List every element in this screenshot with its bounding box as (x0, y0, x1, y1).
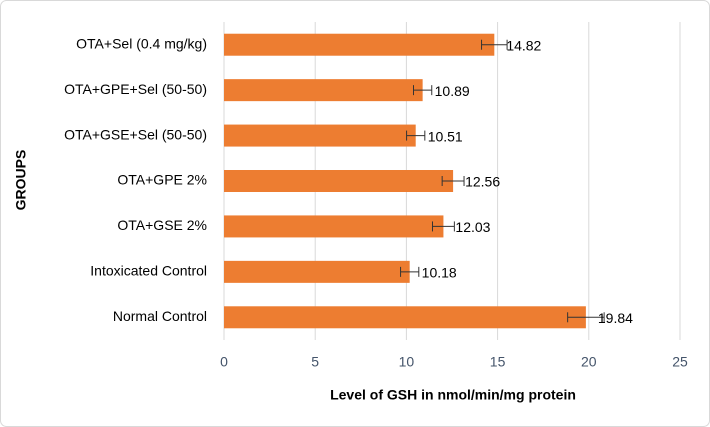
bar (224, 215, 444, 238)
error-bar (413, 85, 433, 96)
error-bar (431, 221, 455, 232)
value-label: 12.03 (455, 219, 490, 235)
bar (224, 306, 586, 329)
error-bar (567, 312, 605, 323)
y-axis-label: GROUPS (13, 150, 29, 211)
x-tick-label: 20 (581, 354, 597, 370)
x-axis-label: Level of GSH in nmol/min/mg protein (330, 387, 576, 403)
bar (224, 260, 410, 283)
bar (224, 33, 495, 56)
x-tick-label: 5 (311, 354, 319, 370)
error-bar (441, 176, 465, 186)
bar (224, 124, 416, 147)
x-tick-label: 15 (490, 354, 506, 370)
y-tick-label: Intoxicated Control (90, 263, 207, 279)
x-tick-label: 25 (672, 354, 688, 370)
x-tick-label: 0 (220, 354, 228, 370)
bar (224, 170, 454, 192)
value-label: 10.89 (435, 83, 470, 99)
y-tick-label: OTA+Sel (0.4 mg/kg) (76, 35, 207, 51)
error-bar (400, 266, 420, 277)
bar (224, 79, 423, 102)
y-tick-label: OTA+GPE 2% (117, 172, 207, 188)
y-tick-label: OTA+GPE+Sel (50-50) (64, 81, 207, 97)
x-tick-label: 10 (399, 354, 415, 370)
value-label: 10.51 (428, 128, 463, 144)
y-tick-label: OTA+GSE+Sel (50-50) (64, 126, 207, 142)
value-label: 14.82 (506, 37, 541, 53)
error-bar (481, 39, 508, 50)
value-label: 12.56 (465, 174, 500, 190)
value-label: 10.18 (422, 265, 457, 281)
value-label: 19.84 (598, 310, 633, 326)
y-tick-label: OTA+GSE 2% (117, 217, 207, 233)
error-bar (406, 130, 426, 141)
y-tick-label: Normal Control (113, 308, 207, 324)
